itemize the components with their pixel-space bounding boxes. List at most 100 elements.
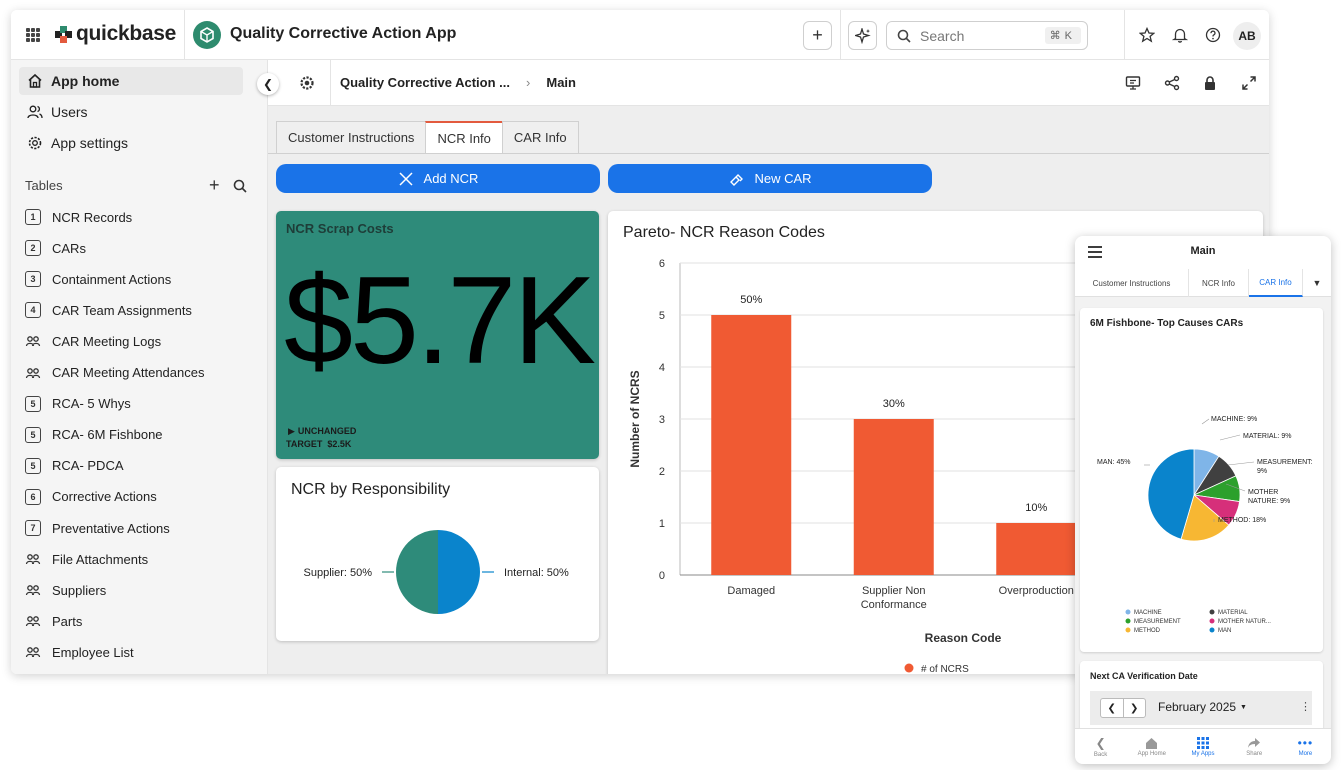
chevron-left-icon: ❮ xyxy=(1095,735,1106,750)
notifications-button[interactable] xyxy=(1170,25,1190,45)
vertical-dots-icon: ⋮ xyxy=(1300,701,1311,713)
tab-car-info[interactable]: CAR Info xyxy=(501,121,579,153)
table-label: CARs xyxy=(52,240,86,256)
verification-card[interactable]: Next CA Verification Date ❮ ❯ February 2… xyxy=(1080,661,1323,741)
user-avatar[interactable]: AB xyxy=(1233,22,1261,50)
nav-my-apps[interactable]: My Apps xyxy=(1177,729,1228,764)
legend-label[interactable]: MACHINE xyxy=(1134,610,1162,616)
nav-back[interactable]: ❮ Back xyxy=(1075,729,1126,764)
mobile-tab-ncr-info[interactable]: NCR Info xyxy=(1189,269,1249,297)
sidebar-table-item[interactable]: Employee List xyxy=(25,640,134,664)
table-label: RCA- 6M Fishbone xyxy=(52,427,163,443)
sidebar-table-item[interactable]: 5 RCA- 6M Fishbone xyxy=(25,423,163,447)
help-button[interactable] xyxy=(1203,25,1223,45)
next-month-button[interactable]: ❯ xyxy=(1124,699,1146,717)
month-select[interactable]: February 2025 ▼ xyxy=(1158,700,1247,714)
sidebar-table-item[interactable]: 6 Corrective Actions xyxy=(25,485,157,509)
top-bar: quickbase Quality Corrective Action App … xyxy=(11,10,1269,60)
share-icon[interactable] xyxy=(1164,75,1180,91)
search-input[interactable]: Search ⌘K xyxy=(886,21,1088,50)
search-icon xyxy=(233,179,247,193)
sidebar-table-item[interactable]: File Attachments xyxy=(25,547,148,571)
ncr-scrap-costs-card[interactable]: NCR Scrap Costs $5.7K ▶ UNCHANGED TARGET… xyxy=(276,211,599,459)
fishbone-card[interactable]: 6M Fishbone- Top Causes CARs MACHINE: 9%… xyxy=(1080,308,1323,652)
pie-slice-internal[interactable] xyxy=(438,530,480,614)
add-button[interactable]: + xyxy=(803,21,832,50)
sidebar-item-users[interactable]: Users xyxy=(19,98,243,126)
pie-slice[interactable] xyxy=(1180,494,1230,542)
present-icon[interactable] xyxy=(1125,75,1141,91)
responsibility-title: NCR by Responsibility xyxy=(291,481,451,498)
bar[interactable] xyxy=(996,523,1077,575)
bar[interactable] xyxy=(853,419,934,575)
sidebar: App home Users App settings Tables + 1 NC… xyxy=(11,60,268,674)
search-tables-button[interactable] xyxy=(233,179,247,198)
tab-ncr-info[interactable]: NCR Info xyxy=(425,121,503,153)
breadcrumb-app[interactable]: Quality Corrective Action ... xyxy=(340,75,511,90)
calendar-menu-button[interactable]: ⋮ xyxy=(1300,700,1311,713)
pie-slice-supplier[interactable] xyxy=(396,530,438,614)
legend-label[interactable]: METHOD xyxy=(1134,628,1161,634)
favorites-button[interactable] xyxy=(1137,25,1157,45)
sidebar-item-app-home[interactable]: App home xyxy=(19,67,243,95)
table-number-icon: 6 xyxy=(25,488,41,505)
breadcrumb: Quality Corrective Action ... › Main xyxy=(340,75,576,90)
sidebar-table-item[interactable]: Suppliers xyxy=(25,578,106,602)
hamburger-menu-icon[interactable] xyxy=(1088,246,1102,258)
sidebar-table-item[interactable]: 7 Preventative Actions xyxy=(25,516,170,540)
tab-customer-instructions[interactable]: Customer Instructions xyxy=(276,121,427,153)
table-label: CAR Meeting Logs xyxy=(52,333,162,349)
mobile-bottom-nav: ❮ Back App Home My Apps Share ••• More xyxy=(1075,728,1331,764)
pie-label: NATURE: 9% xyxy=(1248,498,1290,505)
mobile-tab-car-info[interactable]: CAR Info xyxy=(1249,269,1303,297)
app-launcher-icon[interactable] xyxy=(26,28,40,42)
sidebar-item-app-settings[interactable]: App settings xyxy=(19,129,243,157)
divider xyxy=(330,60,331,106)
table-label: Employee List xyxy=(52,644,134,660)
table-label: CAR Meeting Attendances xyxy=(52,365,205,380)
sidebar-item-label: App settings xyxy=(51,135,129,151)
bar[interactable] xyxy=(711,315,792,575)
sidebar-table-item[interactable]: 2 CARs xyxy=(25,236,86,260)
add-table-button[interactable]: + xyxy=(209,175,220,196)
table-label: CAR Team Assignments xyxy=(52,302,192,318)
legend-label[interactable]: MAN xyxy=(1218,628,1231,634)
sidebar-table-item[interactable]: 5 RCA- 5 Whys xyxy=(25,392,131,416)
sidebar-table-item[interactable]: CAR Meeting Attendances xyxy=(25,361,204,385)
app-icon[interactable] xyxy=(193,21,221,49)
pie-slice[interactable] xyxy=(1147,448,1195,540)
lock-icon[interactable] xyxy=(1202,75,1218,91)
new-car-button[interactable]: New CAR xyxy=(608,164,932,193)
sidebar-table-item[interactable]: Parts xyxy=(25,609,82,633)
page-header: Quality Corrective Action ... › Main xyxy=(268,60,1269,106)
sidebar-table-item[interactable]: 5 RCA- PDCA xyxy=(25,454,124,478)
prev-month-button[interactable]: ❮ xyxy=(1101,699,1124,717)
quickbase-logo[interactable]: quickbase xyxy=(55,22,176,46)
sidebar-table-item[interactable]: 4 CAR Team Assignments xyxy=(25,298,192,322)
mobile-tab-more[interactable]: ▼ xyxy=(1303,269,1331,297)
grid-icon xyxy=(1197,736,1209,749)
ncr-responsibility-card[interactable]: NCR by Responsibility Supplier: 50% Inte… xyxy=(276,467,599,641)
mobile-tab-bar: Customer Instructions NCR Info CAR Info … xyxy=(1075,269,1331,297)
add-ncr-button[interactable]: Add NCR xyxy=(276,164,600,193)
leader-line xyxy=(1227,461,1255,466)
legend-label[interactable]: # of NCRS xyxy=(921,664,969,674)
sidebar-table-item[interactable]: CAR Meeting Logs xyxy=(25,329,161,353)
gear-icon[interactable] xyxy=(299,75,315,91)
sidebar-table-item[interactable]: 1 NCR Records xyxy=(25,205,132,229)
mobile-tab-customer-instructions[interactable]: Customer Instructions xyxy=(1075,269,1189,297)
collapse-sidebar-button[interactable]: ❮ xyxy=(257,73,279,95)
ai-assistant-button[interactable] xyxy=(848,21,877,50)
search-placeholder: Search xyxy=(920,28,965,44)
legend-label[interactable]: MOTHER NATUR... xyxy=(1218,619,1271,625)
tables-heading: Tables xyxy=(25,178,63,193)
nav-app-home[interactable]: App Home xyxy=(1126,729,1177,764)
pie-label: MOTHER xyxy=(1248,489,1278,496)
nav-share[interactable]: Share xyxy=(1229,729,1280,764)
nav-more[interactable]: ••• More xyxy=(1280,729,1331,764)
legend-label[interactable]: MEASUREMENT xyxy=(1134,619,1181,625)
sidebar-table-item[interactable]: 3 Containment Actions xyxy=(25,267,171,291)
legend-label[interactable]: MATERIAL xyxy=(1218,610,1248,616)
expand-icon[interactable] xyxy=(1241,75,1257,91)
scrap-status: ▶ UNCHANGED xyxy=(288,426,356,437)
